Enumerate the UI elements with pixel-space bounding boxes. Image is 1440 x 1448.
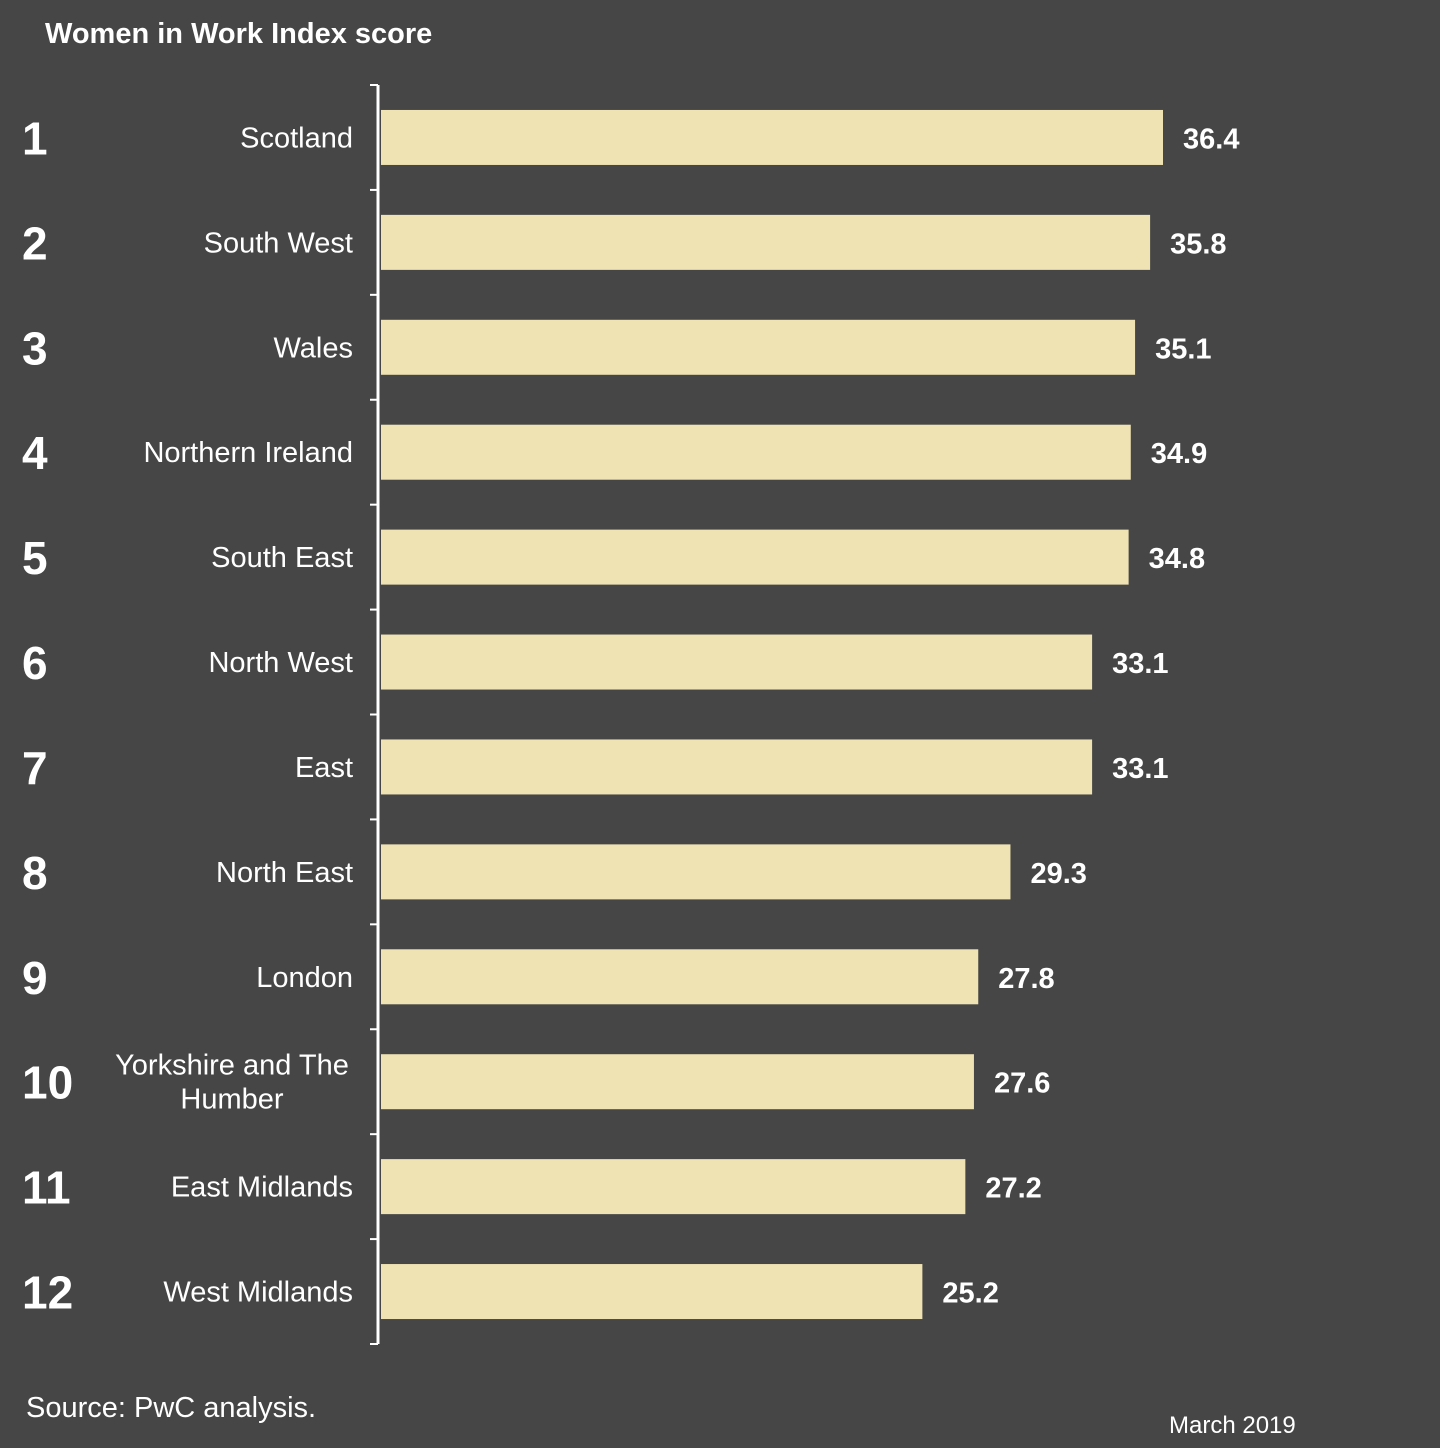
- category-label: North East: [216, 857, 353, 889]
- rank-label: 9: [22, 952, 48, 1004]
- rank-label: 8: [22, 847, 48, 899]
- category-axis: [370, 84, 380, 1345]
- value-label: 35.8: [1170, 228, 1226, 260]
- bar: [381, 319, 1136, 375]
- value-label: 25.2: [942, 1278, 998, 1310]
- category-label: London: [256, 962, 353, 994]
- rank-label: 5: [22, 532, 48, 584]
- labels: 36.4 1 Scotland 35.8 2 South West 35.1 3 Wales 34…: [22, 112, 1239, 1318]
- bar: [381, 1054, 974, 1110]
- bars: [381, 109, 1163, 1320]
- rank-label: 11: [22, 1162, 71, 1214]
- bar: [381, 1159, 966, 1215]
- date-note: March 2019: [1169, 1412, 1296, 1439]
- category-label: West Midlands: [163, 1277, 353, 1309]
- bar: [381, 424, 1131, 480]
- rank-label: 7: [22, 742, 48, 794]
- bar: [381, 739, 1093, 795]
- rank-label: 2: [22, 217, 48, 269]
- category-label-line: Scotland: [240, 122, 353, 154]
- rank-label: 4: [22, 427, 48, 479]
- value-label: 34.8: [1149, 543, 1205, 575]
- bar: [381, 214, 1151, 270]
- rank-label: 1: [22, 112, 48, 164]
- value-label: 27.2: [985, 1173, 1041, 1205]
- source-note: Source: PwC analysis.: [26, 1392, 317, 1424]
- bar: [381, 1264, 923, 1320]
- value-label: 27.8: [998, 963, 1054, 995]
- category-label-line: Wales: [274, 332, 354, 364]
- rank-label: 10: [22, 1057, 73, 1109]
- category-label-line: Northern Ireland: [143, 437, 353, 469]
- category-label-line: Yorkshire and The: [115, 1050, 349, 1082]
- rank-label: 3: [22, 322, 48, 374]
- category-label: South East: [211, 542, 353, 574]
- bar: [381, 529, 1129, 585]
- chart-title: Women in Work Index score: [45, 18, 433, 50]
- category-label-line: Humber: [180, 1084, 283, 1116]
- value-label: 33.1: [1112, 753, 1168, 785]
- category-label-line: London: [256, 962, 353, 994]
- category-label: North West: [208, 647, 353, 679]
- category-label: East Midlands: [171, 1172, 353, 1204]
- category-label-line: North West: [208, 647, 353, 679]
- category-label: East: [295, 752, 353, 784]
- category-label: South West: [204, 227, 353, 259]
- value-label: 33.1: [1112, 648, 1168, 680]
- category-label-line: South West: [204, 227, 353, 259]
- value-label: 36.4: [1183, 123, 1239, 155]
- bar: [381, 844, 1011, 900]
- category-label: Northern Ireland: [143, 437, 353, 469]
- category-label-line: East Midlands: [171, 1172, 353, 1204]
- category-label-line: East: [295, 752, 353, 784]
- rank-label: 12: [22, 1267, 73, 1319]
- category-label: Scotland: [240, 122, 353, 154]
- value-label: 29.3: [1030, 858, 1086, 890]
- bar: [381, 634, 1093, 690]
- bar: [381, 949, 979, 1005]
- category-label-line: West Midlands: [163, 1277, 353, 1309]
- category-label-line: South East: [211, 542, 353, 574]
- value-label: 35.1: [1155, 333, 1211, 365]
- category-label: Wales: [274, 332, 354, 364]
- category-label-line: North East: [216, 857, 353, 889]
- category-label: Yorkshire and The Humber: [115, 1050, 349, 1116]
- rank-label: 6: [22, 637, 48, 689]
- value-label: 27.6: [994, 1068, 1050, 1100]
- bar: [381, 109, 1163, 165]
- value-label: 34.9: [1151, 438, 1207, 470]
